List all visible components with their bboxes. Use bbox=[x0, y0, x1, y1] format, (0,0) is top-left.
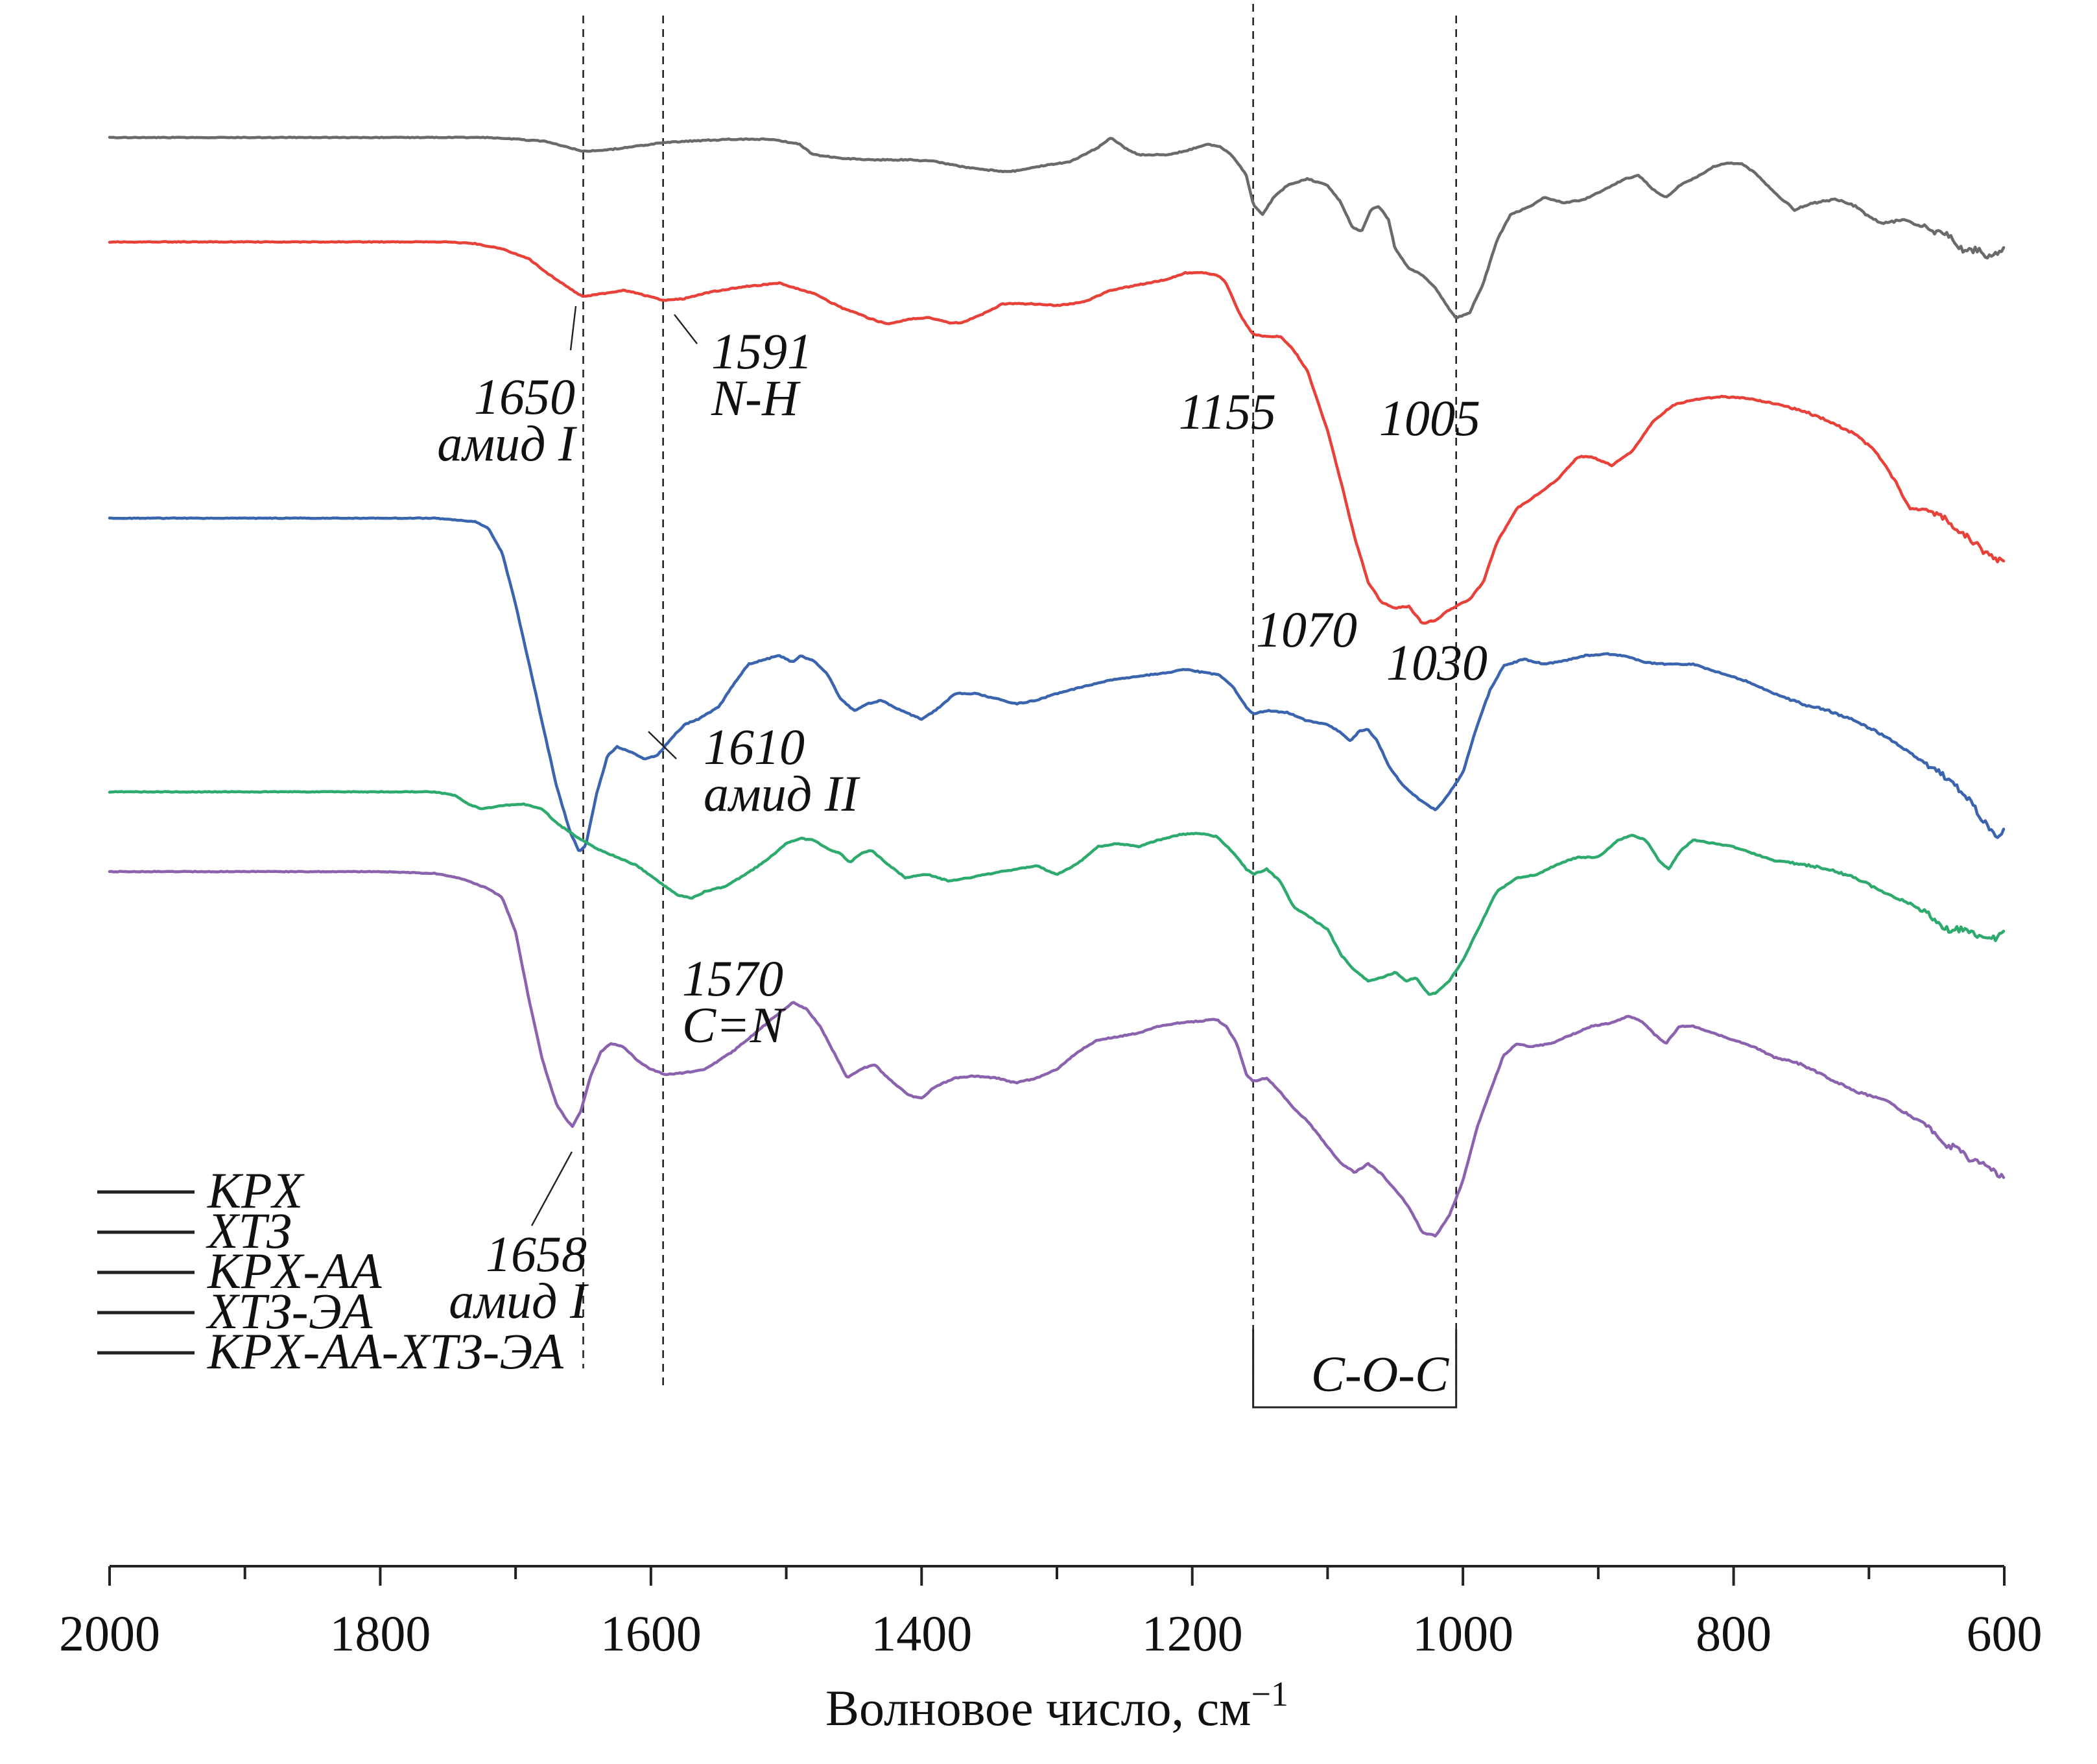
series-line-0 bbox=[108, 136, 2006, 320]
x-axis-title: Волновое число, см−1 bbox=[825, 1675, 1288, 1736]
annotation-1070: 1070 bbox=[1256, 601, 1357, 658]
annotation-1070-line-0: 1070 bbox=[1256, 601, 1357, 658]
annotation-1005: 1005 bbox=[1379, 390, 1480, 446]
annotation-1650-line-0: 1650 bbox=[474, 368, 575, 425]
annotation-1030-line-0: 1030 bbox=[1386, 634, 1487, 691]
x-axis: 2000 1800 1600 1400 1200 1000 800 600 Волновое … bbox=[59, 1565, 2043, 1736]
series-line-2 bbox=[108, 516, 2006, 852]
annotation-1155: 1155 bbox=[1179, 383, 1276, 440]
x-axis-title-text: Волновое число, см bbox=[825, 1680, 1251, 1736]
annotation-leader-1591 bbox=[674, 314, 698, 344]
tick-label-600: 600 bbox=[1967, 1605, 2043, 1662]
annotation-leader-1658 bbox=[530, 1151, 573, 1226]
c-o-c-bracket-line bbox=[1252, 1329, 1458, 1409]
annotation-leader-1610 bbox=[648, 731, 677, 759]
guide-lines bbox=[582, 4, 1458, 1397]
annotation-1610-line-1: амид II bbox=[704, 765, 861, 822]
annotation-1591-line-0: 1591 bbox=[711, 323, 812, 379]
annotation-1155-line-0: 1155 bbox=[1179, 383, 1276, 440]
legend-label-3: XTЗ-ЭА bbox=[206, 1283, 373, 1339]
annotation-1570-line-0: 1570 bbox=[682, 950, 783, 1007]
annotation-1658-line-1: амид I bbox=[449, 1272, 589, 1329]
legend-label-2: KPX-AA bbox=[207, 1243, 382, 1299]
tick-label-1600: 1600 bbox=[600, 1605, 702, 1662]
spectra-series bbox=[108, 136, 2006, 1238]
annotation-1591-line-1: N-H bbox=[711, 370, 801, 426]
annotation-1610-line-0: 1610 bbox=[704, 719, 805, 775]
tick-label-800: 800 bbox=[1696, 1605, 1771, 1662]
tick-label-1400: 1400 bbox=[871, 1605, 972, 1662]
legend-label-4: KPX-AA-XTЗ-ЭА bbox=[207, 1323, 563, 1379]
series-line-4 bbox=[108, 870, 2006, 1238]
series-line-3 bbox=[108, 790, 2006, 996]
x-axis-ticks: 2000 1800 1600 1400 1200 1000 800 600 bbox=[59, 1566, 2043, 1662]
annotation-1570-line-1: C=N bbox=[682, 997, 787, 1053]
c-o-c-bracket-label: C-O-C bbox=[1311, 1346, 1449, 1402]
annotation-leader-1650 bbox=[569, 305, 577, 351]
legend-label-1: XTЗ bbox=[206, 1202, 292, 1259]
tick-label-1000: 1000 bbox=[1412, 1605, 1513, 1662]
tick-label-1800: 1800 bbox=[329, 1605, 431, 1662]
tick-label-1200: 1200 bbox=[1142, 1605, 1243, 1662]
x-axis-title-superscript: −1 bbox=[1251, 1675, 1288, 1713]
tick-label-2000: 2000 bbox=[59, 1605, 160, 1662]
annotation-1650-line-1: амид I bbox=[437, 415, 578, 471]
c-o-c-bracket: C-O-C bbox=[1252, 1329, 1458, 1409]
annotation-1658-line-0: 1658 bbox=[486, 1226, 587, 1282]
series-line-1 bbox=[108, 240, 2006, 625]
legend-label-0: KPX bbox=[207, 1162, 305, 1219]
annotation-1030: 1030 bbox=[1386, 634, 1487, 691]
annotation-1005-line-0: 1005 bbox=[1379, 390, 1480, 446]
